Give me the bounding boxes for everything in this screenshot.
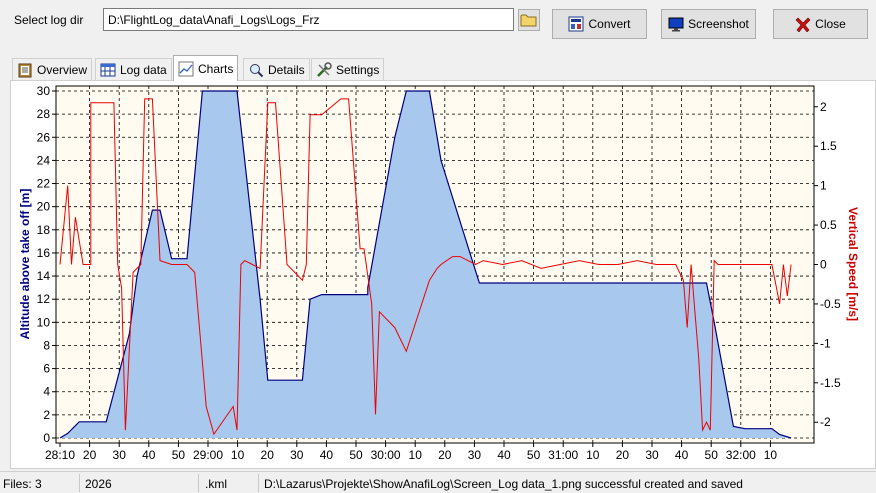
clipboard-icon	[18, 63, 32, 77]
altitude-area	[60, 91, 792, 438]
monitor-icon	[668, 17, 684, 32]
y2-tick-label: 1.5	[820, 139, 837, 153]
y-tick-label: 26	[37, 130, 51, 144]
x-tick-label: 10	[764, 448, 778, 462]
x-tick-label: 29:00	[193, 448, 223, 462]
close-button-label: Close	[815, 17, 846, 31]
screenshot-button-label: Screenshot	[688, 17, 749, 31]
close-icon	[795, 17, 811, 32]
status-message: D:\Lazarus\Projekte\ShowAnafiLog\Screen_…	[264, 477, 743, 491]
y-tick-label: 22	[37, 177, 51, 191]
y-tick-label: 20	[37, 200, 51, 214]
x-tick-label: 50	[349, 448, 363, 462]
status-year: 2026	[85, 477, 112, 491]
x-tick-label: 28:10	[45, 448, 75, 462]
x-tick-label: 20	[261, 448, 275, 462]
vertical-speed-line	[59, 98, 792, 436]
y-tick-label: 4	[43, 385, 50, 399]
y-tick-label: 10	[37, 315, 51, 329]
x-tick-label: 20	[438, 448, 452, 462]
flight-chart: 28:10 20 30 40 50 29:00 10 20 30 40 50 30:00 10 20 30 4…	[18, 84, 860, 462]
status-separator	[198, 474, 199, 492]
x-tick-label: 10	[586, 448, 600, 462]
select-log-dir-label: Select log dir	[14, 13, 84, 27]
x-tick-label: 50	[705, 448, 719, 462]
convert-button[interactable]: Convert	[552, 9, 647, 39]
x-tick-label: 30:00	[371, 448, 401, 462]
x-tick-label: 10	[409, 448, 423, 462]
x-tick-label: 30	[468, 448, 482, 462]
x-tick-label: 50	[172, 448, 186, 462]
status-files: Files: 3	[3, 477, 42, 491]
x-tick-label: 32:00	[726, 448, 756, 462]
close-button[interactable]: Close	[773, 9, 868, 39]
convert-button-label: Convert	[588, 17, 631, 31]
chart-icon	[178, 61, 194, 76]
y-tick-label: 18	[37, 223, 51, 237]
chart-panel: 28:10 20 30 40 50 29:00 10 20 30 40 50 30:00 10 20 30 4…	[10, 80, 876, 469]
tab-overview-label: Overview	[37, 62, 88, 77]
x-tick-label: 40	[142, 448, 156, 462]
altitude-line	[59, 90, 792, 439]
y-tick-label: 14	[37, 269, 51, 283]
folder-icon	[520, 14, 537, 27]
status-separator	[258, 474, 259, 492]
x-tick-label: 30	[645, 448, 659, 462]
x-tick-label: 40	[675, 448, 689, 462]
y2-tick-label: 0.5	[820, 218, 837, 232]
y2-tick-label: -0.5	[820, 297, 841, 311]
y2-tick-label: -1	[820, 336, 831, 350]
y2-tick-label: 0	[820, 258, 827, 272]
tab-settings-label: Settings	[336, 62, 380, 77]
y-tick-label: 28	[37, 107, 51, 121]
tab-log-data-label: Log data	[120, 62, 167, 77]
convert-icon	[568, 16, 584, 32]
status-extension: .kml	[205, 477, 227, 491]
y2-tick-label: 1	[820, 179, 827, 193]
x-tick-label: 50	[527, 448, 541, 462]
y-tick-label: 2	[43, 408, 50, 422]
x-tick-label: 10	[231, 448, 245, 462]
x-tick-label: 31:00	[548, 448, 578, 462]
y-axis-label: Altitude above take off [m]	[18, 189, 32, 340]
y2-tick-label: 2	[820, 100, 827, 114]
tools-icon	[317, 61, 332, 77]
browse-folder-button[interactable]	[518, 9, 540, 31]
plot-border	[55, 85, 815, 444]
x-tick-label: 20	[83, 448, 97, 462]
x-tick-label: 40	[320, 448, 334, 462]
x-tick-label: 30	[290, 448, 304, 462]
y2-tick-label: -2	[820, 415, 831, 429]
x-tick-label: 30	[113, 448, 127, 462]
y2-tick-label: -1.5	[820, 376, 841, 390]
y2-axis-label: Vertical Speed [m/s]	[846, 207, 860, 321]
tab-log-data[interactable]: Log data	[95, 58, 172, 80]
y-tick-label: 16	[37, 246, 51, 260]
y-tick-label: 0	[43, 431, 50, 445]
status-bar: Files: 3 2026 .kml D:\Lazarus\Projekte\S…	[0, 471, 876, 493]
magnifier-icon	[250, 63, 264, 77]
tab-overview[interactable]: Overview	[12, 58, 93, 80]
y-tick-label: 6	[43, 362, 50, 376]
tab-charts[interactable]: Charts	[173, 55, 239, 81]
screenshot-button[interactable]: Screenshot	[661, 9, 756, 39]
tab-settings[interactable]: Settings	[311, 58, 385, 80]
y-tick-label: 30	[37, 84, 51, 98]
status-separator	[79, 474, 80, 492]
table-icon	[100, 63, 116, 76]
y-tick-label: 12	[37, 292, 51, 306]
tab-charts-label: Charts	[198, 61, 234, 76]
x-tick-label: 40	[497, 448, 511, 462]
y-tick-label: 24	[37, 153, 51, 167]
log-dir-input[interactable]	[103, 8, 514, 31]
y-tick-label: 8	[43, 338, 50, 352]
tab-details-label: Details	[268, 62, 305, 77]
x-tick-label: 20	[616, 448, 630, 462]
tab-details[interactable]: Details	[243, 58, 310, 80]
